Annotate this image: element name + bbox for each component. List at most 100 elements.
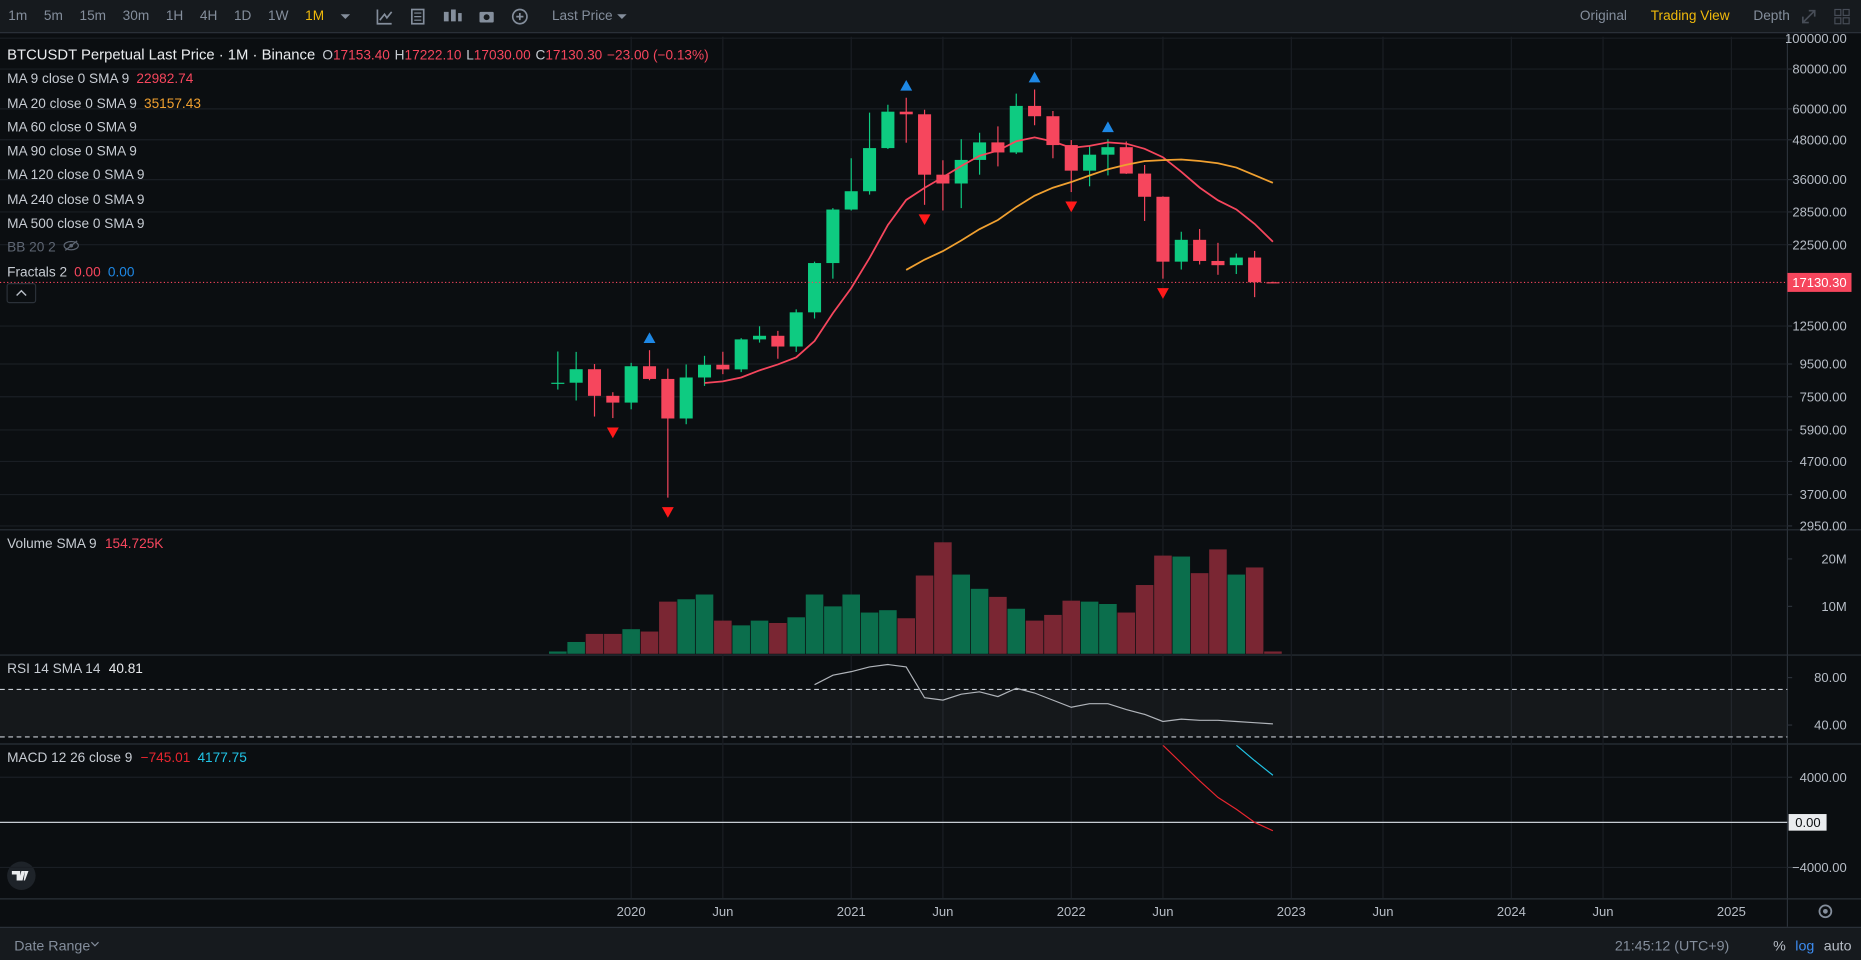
indicator-icon[interactable]	[375, 7, 394, 26]
pane-value: 154.725K	[104, 537, 164, 552]
volume-bar	[1209, 549, 1227, 654]
interval-button[interactable]: 1H	[165, 8, 184, 24]
y-tick-label: 60000.00	[1792, 102, 1846, 117]
y-tick-label: −4000.00	[1792, 860, 1847, 875]
footer: Date Range 21:45:12 (UTC+9) % log auto	[0, 927, 1861, 960]
x-tick-label: Jun	[1372, 904, 1393, 919]
chart-type-icon[interactable]	[442, 7, 463, 26]
volume-bar	[952, 574, 971, 654]
ma-line	[704, 136, 1274, 384]
pane-value: 4177.75	[197, 751, 247, 766]
candle-body	[716, 364, 730, 370]
volume-bar	[732, 625, 750, 654]
view-group: Original Trading View Depth	[1568, 0, 1802, 32]
volume-bar	[860, 612, 879, 654]
x-tick-label: Jun	[932, 904, 953, 919]
volume-bar	[824, 606, 842, 654]
candle-body	[753, 335, 767, 340]
volume-bar	[695, 594, 714, 654]
indicator-line	[1162, 745, 1274, 832]
interval-button[interactable]: 15m	[79, 8, 107, 24]
indicator-row: MA 500 close 0 SMA 9	[7, 213, 709, 237]
volume-bar	[989, 596, 1007, 654]
volume-bar	[1117, 612, 1136, 654]
interval-button[interactable]: 5m	[43, 8, 63, 24]
indicator-line	[814, 663, 1273, 725]
interval-button[interactable]: 1D	[233, 8, 252, 24]
template-icon[interactable]	[408, 7, 427, 26]
indicator-row: MA 60 close 0 SMA 9	[7, 116, 709, 140]
y-tick-label: 0.00	[1795, 815, 1820, 830]
y-tick-label: 9500.00	[1800, 357, 1847, 372]
volume-bar	[1025, 620, 1044, 654]
view-button[interactable]: Trading View	[1650, 8, 1730, 24]
interval-dropdown[interactable]	[340, 11, 352, 20]
candle-body	[844, 191, 858, 210]
view-button[interactable]: Original	[1579, 8, 1627, 24]
indicator-value: 0.00	[107, 265, 135, 280]
indicator-name: MA 60 close 0 SMA 9	[7, 120, 137, 136]
volume-bar	[1099, 604, 1117, 654]
scale-options: % log auto	[1773, 937, 1861, 954]
interval-button[interactable]: 1m	[8, 8, 28, 24]
interval-button[interactable]: 1W	[268, 8, 289, 24]
indicator-value: 0.00	[74, 265, 101, 280]
collapse-button[interactable]	[6, 283, 37, 304]
tv-logo[interactable]	[7, 861, 36, 890]
candle-body	[789, 312, 803, 347]
date-range[interactable]: Date Range	[14, 937, 91, 955]
fractal-up	[900, 79, 913, 91]
candle-body	[899, 111, 913, 115]
price-source[interactable]: Last Price	[551, 8, 613, 24]
volume-bar	[1154, 555, 1172, 654]
candle-body	[954, 159, 968, 184]
pane	[0, 663, 1788, 738]
screenshot-icon[interactable]	[477, 7, 496, 26]
add-icon[interactable]	[510, 7, 529, 26]
hidden-icon[interactable]	[63, 240, 80, 252]
layout-icon[interactable]	[1833, 7, 1852, 26]
fullscreen-icon[interactable]	[1799, 7, 1818, 26]
date-range-caret	[90, 941, 99, 947]
candle-body	[826, 209, 840, 264]
last-price-box	[1787, 272, 1852, 292]
indicator-line	[1235, 745, 1274, 776]
y-tick-label: 20M	[1821, 552, 1846, 567]
candle-body	[973, 142, 987, 160]
pane-title: RSI 14 SMA 14	[7, 662, 101, 677]
zero-label-box	[1788, 814, 1827, 831]
x-tick-label: Jun	[1593, 904, 1614, 919]
indicator-row: MA 9 close 0 SMA 9 22982.74	[7, 68, 709, 92]
interval-button[interactable]: 1M	[305, 8, 325, 24]
y-tick-label: 4700.00	[1800, 454, 1847, 469]
candle-body	[936, 174, 950, 184]
y-tick-label: 2950.00	[1800, 519, 1847, 534]
pane	[0, 37, 1788, 527]
candle-body	[1119, 147, 1133, 174]
indicator-name: MA 500 close 0 SMA 9	[7, 217, 145, 232]
settings-icon[interactable]	[1818, 904, 1833, 919]
legend-row: BTCUSDT Perpetual Last Price · 1M · Bina…	[7, 43, 709, 68]
rsi-band	[0, 689, 1788, 737]
scale-option[interactable]: %	[1773, 937, 1786, 955]
volume-bar	[769, 622, 787, 654]
x-tick-label: Jun	[712, 904, 733, 919]
ohlc-value: 17030.00	[473, 48, 531, 63]
legend: BTCUSDT Perpetual Last Price · 1M · Bina…	[7, 43, 709, 285]
scale-option[interactable]: auto	[1823, 937, 1852, 955]
view-button[interactable]: Depth	[1753, 8, 1790, 24]
interval-button[interactable]: 30m	[122, 8, 150, 24]
pane-title: Volume SMA 9	[7, 537, 97, 552]
y-tick-label: 4000.00	[1800, 770, 1847, 785]
volume-bar	[714, 620, 732, 654]
ohlc-value: 17130.30	[545, 48, 603, 63]
candle-body	[863, 148, 877, 192]
volume-bar	[677, 599, 695, 654]
scale-option[interactable]: log	[1795, 937, 1815, 955]
volume-bar	[1172, 556, 1191, 654]
interval-button[interactable]: 4H	[199, 8, 218, 24]
fractal-up	[1101, 121, 1114, 133]
candle-body	[881, 111, 895, 149]
volume-bar	[1135, 585, 1154, 654]
